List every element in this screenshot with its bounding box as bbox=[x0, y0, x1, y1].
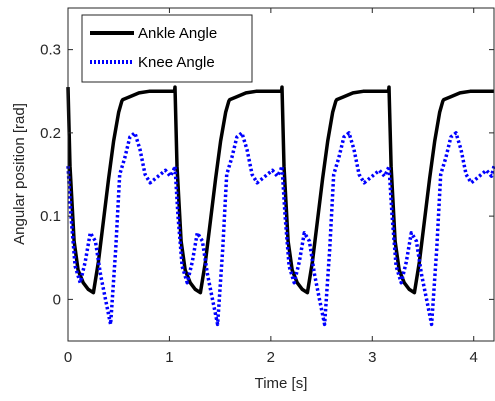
y-tick-label: 0.1 bbox=[40, 208, 61, 225]
y-tick-label: 0.2 bbox=[40, 125, 61, 142]
legend: Ankle Angle Knee Angle bbox=[81, 14, 253, 83]
series-line-knee-angle bbox=[66, 131, 495, 327]
axes-frame bbox=[67, 7, 495, 342]
x-tick-label: 2 bbox=[267, 349, 275, 366]
axes-layer bbox=[67, 7, 495, 342]
x-tick-label: 3 bbox=[368, 349, 376, 366]
series-layer bbox=[66, 85, 495, 327]
y-tick-label: 0 bbox=[53, 291, 61, 308]
series-line-ankle-angle bbox=[66, 85, 494, 295]
x-tick-label: 0 bbox=[64, 349, 72, 366]
tick-label-layer: 0 1 2 3 4 0 0.1 0.2 0.3 bbox=[40, 42, 478, 366]
x-tick-label: 1 bbox=[165, 349, 173, 366]
legend-label-knee: Knee Angle bbox=[138, 54, 215, 71]
x-tick-label: 4 bbox=[470, 349, 478, 366]
legend-box bbox=[81, 14, 253, 83]
x-axis-label: Time [s] bbox=[255, 375, 308, 392]
legend-label-ankle: Ankle Angle bbox=[138, 25, 217, 42]
y-tick-label: 0.3 bbox=[40, 42, 61, 59]
y-axis-label: Angular position [rad] bbox=[11, 103, 28, 245]
